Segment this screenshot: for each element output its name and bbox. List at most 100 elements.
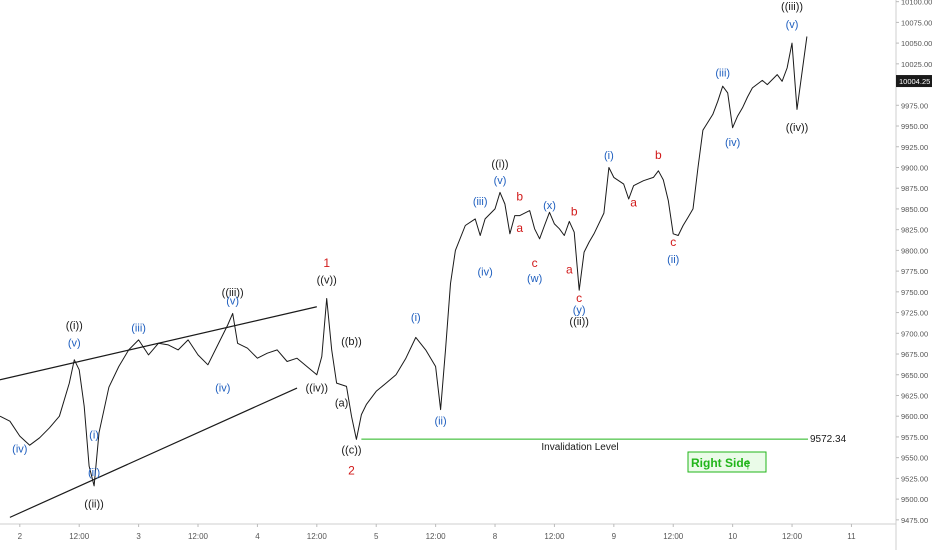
price-tick-label: 9975.00 xyxy=(901,101,928,110)
wave-label-blue: (i) xyxy=(89,430,99,442)
price-tick-label: 10025.00 xyxy=(901,60,932,69)
wave-label-blue: (ii) xyxy=(88,467,100,479)
price-tick-label: 9575.00 xyxy=(901,433,928,442)
wave-label-black: ((iv)) xyxy=(306,382,329,394)
price-tick-label: 9500.00 xyxy=(901,495,928,504)
wave-label-red: a xyxy=(566,263,573,277)
wave-label-red: 2 xyxy=(348,463,355,477)
wave-label-red: c xyxy=(532,256,538,270)
invalidation-price: 9572.34 xyxy=(810,434,847,445)
trendline-2 xyxy=(9,387,298,518)
wave-label-black: ((i)) xyxy=(66,320,83,332)
price-tick-label: 9800.00 xyxy=(901,246,928,255)
price-tick-label: 9650.00 xyxy=(901,371,928,380)
wave-label-blue: (y) xyxy=(573,304,586,316)
price-tick-label: 9925.00 xyxy=(901,143,928,152)
right-side-badge xyxy=(687,451,767,473)
wave-label-black: ((iii)) xyxy=(222,287,244,299)
wave-label-black: ((b)) xyxy=(341,336,362,348)
price-tick-label: 9900.00 xyxy=(901,163,928,172)
wave-label-blue: (w) xyxy=(527,273,542,285)
wave-label-red: b xyxy=(516,190,523,204)
price-tick-label: 9600.00 xyxy=(901,412,928,421)
wave-label-blue: (iv) xyxy=(725,137,740,149)
wave-label-black: (a) xyxy=(335,397,348,409)
price-tick-label: 9525.00 xyxy=(901,474,928,483)
time-tick-label: 12:00 xyxy=(188,532,209,541)
up-arrow-icon: ↑ xyxy=(744,456,752,473)
badge-layer: Right Side↑ xyxy=(687,451,767,473)
price-tick-label: 9475.00 xyxy=(901,516,928,525)
last-price-tag xyxy=(896,75,932,88)
invalidation-label: Invalidation Level xyxy=(541,442,618,453)
price-tick-label: 9725.00 xyxy=(901,309,928,318)
wave-label-black: ((iii)) xyxy=(781,1,803,13)
wave-label-blue: (iii) xyxy=(715,67,730,79)
price-tick-label: 9550.00 xyxy=(901,454,928,463)
wave-label-blue: (v) xyxy=(786,19,799,31)
time-tick-label: 3 xyxy=(136,532,141,541)
wave-label-red: b xyxy=(655,148,662,162)
time-tick-label: 10 xyxy=(728,532,737,541)
price-tick-label: 9875.00 xyxy=(901,184,928,193)
price-tick-label: 9825.00 xyxy=(901,226,928,235)
price-tick-label: 10100.00 xyxy=(901,0,932,7)
time-tick-label: 4 xyxy=(255,532,260,541)
price-tick-label: 10050.00 xyxy=(901,39,932,48)
wave-label-red: b xyxy=(571,205,578,219)
wave-label-red: a xyxy=(630,195,637,209)
right-side-label: Right Side xyxy=(691,456,751,470)
price-tick-label: 9950.00 xyxy=(901,122,928,131)
price-tick-label: 9750.00 xyxy=(901,288,928,297)
wave-label-blue: (v) xyxy=(226,295,239,307)
wave-label-blue: (x) xyxy=(543,200,556,212)
time-tick-label: 12:00 xyxy=(663,532,684,541)
wave-label-black: ((v)) xyxy=(317,275,337,287)
wave-label-layer: ((i)) ((ii)) ((iii)) ((iv)) ((v)) (a) ((b)) ((c… xyxy=(12,1,808,510)
wave-label-red: 1 xyxy=(323,256,330,270)
price-tick-label: 9775.00 xyxy=(901,267,928,276)
wave-label-blue: (iv) xyxy=(12,444,27,456)
wave-label-blue: (i) xyxy=(411,312,421,324)
trendline-layer xyxy=(0,306,317,518)
time-tick-label: 12:00 xyxy=(544,532,565,541)
wave-label-red: a xyxy=(516,221,523,235)
time-tick-label: 8 xyxy=(493,532,498,541)
wave-label-blue: (iv) xyxy=(215,382,230,394)
invalidation-layer: Invalidation Level 9572.34 xyxy=(361,434,847,453)
price-tick-label: 9700.00 xyxy=(901,329,928,338)
price-tick-label: 9625.00 xyxy=(901,391,928,400)
time-tick-label: 12:00 xyxy=(69,532,90,541)
price-tick-label: 10075.00 xyxy=(901,18,932,27)
time-tick-label: 9 xyxy=(612,532,617,541)
wave-label-blue: (ii) xyxy=(667,254,679,266)
price-tick-label: 9675.00 xyxy=(901,350,928,359)
wave-label-black: ((c)) xyxy=(341,445,361,457)
wave-label-blue: (i) xyxy=(604,150,614,162)
last-price-label: 10004.25 xyxy=(899,77,930,86)
time-tick-label: 12:00 xyxy=(307,532,328,541)
price-line-1 xyxy=(0,36,808,487)
wave-label-black: ((i)) xyxy=(491,158,508,170)
wave-label-blue: (iii) xyxy=(473,196,488,208)
time-tick-label: 11 xyxy=(847,532,856,541)
wave-label-blue: (v) xyxy=(68,338,81,350)
time-tick-label: 5 xyxy=(374,532,379,541)
wave-label-black: ((ii)) xyxy=(84,498,104,510)
time-tick-label: 12:00 xyxy=(782,532,803,541)
wave-label-black: ((ii)) xyxy=(569,316,589,328)
wave-label-blue: (v) xyxy=(494,175,507,187)
time-tick-label: 2 xyxy=(18,532,23,541)
wave-label-black: ((iv)) xyxy=(786,122,809,134)
wave-label-red: c xyxy=(576,291,582,305)
price-tick-label: 9850.00 xyxy=(901,205,928,214)
wave-label-blue: (ii) xyxy=(434,416,446,428)
wave-label-red: c xyxy=(670,235,676,249)
price-series-layer xyxy=(0,36,808,487)
wave-label-blue: (iii) xyxy=(131,323,146,335)
time-tick-label: 12:00 xyxy=(426,532,447,541)
wave-label-blue: (iv) xyxy=(477,266,492,278)
